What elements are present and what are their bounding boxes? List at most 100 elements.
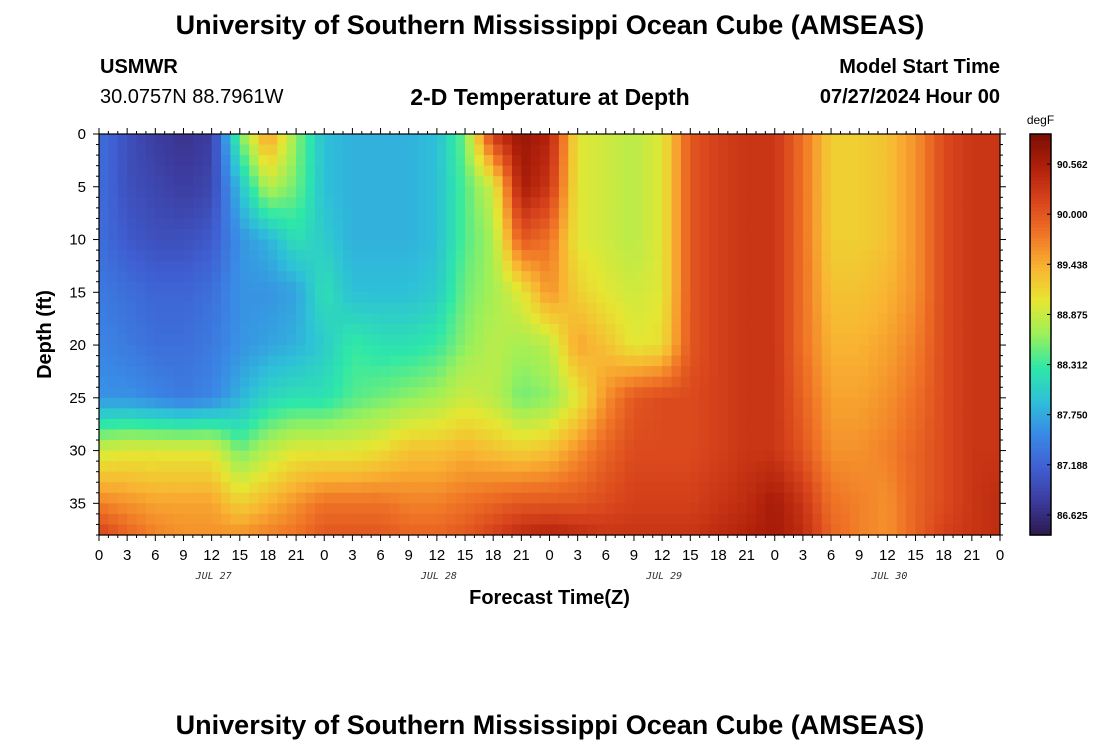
heatmap-cell (99, 260, 109, 272)
heatmap-cell (446, 323, 457, 336)
heatmap-cell (164, 228, 175, 241)
heatmap-cell (990, 134, 1001, 146)
heatmap-cell (408, 355, 419, 367)
heatmap-cell (465, 524, 476, 536)
heatmap-cell (296, 228, 307, 241)
heatmap-cell (962, 408, 973, 420)
heatmap-cell (971, 440, 982, 452)
heatmap-cell (896, 482, 907, 494)
heatmap-cell (389, 239, 400, 251)
heatmap-cell (352, 302, 363, 314)
heatmap-cell (305, 134, 316, 146)
heatmap-cell (727, 134, 738, 146)
heatmap-cell (821, 271, 832, 283)
heatmap-cell (230, 313, 241, 325)
heatmap-cell (174, 408, 185, 420)
colorbar-unit: degF (1027, 113, 1054, 127)
heatmap-cell (840, 366, 851, 378)
heatmap-cell (859, 197, 870, 209)
heatmap-cell (474, 218, 485, 230)
colorbar-band (1030, 387, 1051, 392)
heatmap-cell (633, 165, 644, 177)
heatmap-cell (446, 218, 457, 230)
heatmap-cell (924, 134, 935, 146)
heatmap-cell (915, 461, 926, 473)
heatmap-cell (924, 345, 935, 357)
heatmap-cell (296, 461, 307, 473)
heatmap-cell (239, 408, 250, 420)
heatmap-cell (511, 376, 522, 388)
heatmap-cell (718, 323, 729, 336)
heatmap-cell (493, 440, 504, 452)
heatmap-cell (784, 239, 795, 251)
heatmap-cell (812, 207, 823, 220)
heatmap-cell (436, 323, 447, 336)
heatmap-cell (427, 134, 438, 146)
heatmap-cell (652, 355, 663, 367)
heatmap-cell (277, 345, 288, 357)
heatmap-cell (99, 345, 109, 357)
heatmap-cell (427, 228, 438, 241)
x-tick-label: 6 (827, 547, 835, 564)
heatmap-cell (267, 513, 278, 526)
heatmap-cell (662, 144, 673, 156)
heatmap-cell (906, 218, 917, 230)
heatmap-cell (643, 440, 654, 452)
heatmap-cell (821, 482, 832, 494)
heatmap-cell (371, 323, 382, 336)
heatmap-cell (145, 155, 156, 167)
heatmap-cell (521, 492, 532, 504)
heatmap-cell (831, 155, 842, 167)
heatmap-cell (371, 334, 382, 346)
heatmap-cell (343, 387, 354, 399)
colorbar-band (1030, 418, 1051, 422)
heatmap-cell (399, 176, 410, 188)
heatmap-cell (239, 418, 250, 431)
heatmap-cell (953, 334, 964, 346)
heatmap-cell (399, 429, 410, 441)
heatmap-cell (352, 218, 363, 230)
heatmap-cell (361, 134, 372, 146)
colorbar-band (1030, 254, 1051, 259)
heatmap-cell (174, 197, 185, 209)
x-tick-label: 0 (320, 547, 328, 564)
heatmap-cell (755, 176, 766, 188)
heatmap-cell (155, 461, 166, 473)
heatmap-cell (465, 429, 476, 441)
heatmap-cell (305, 355, 316, 367)
heatmap-cell (202, 323, 213, 336)
heatmap-cell (455, 207, 466, 220)
heatmap-cell (633, 524, 644, 536)
heatmap-cell (605, 207, 616, 220)
heatmap-cell (455, 260, 466, 272)
heatmap-cell (127, 503, 138, 515)
heatmap-cell (915, 292, 926, 304)
y-tick-label: 20 (69, 337, 86, 354)
heatmap-cell (474, 366, 485, 378)
heatmap-cell (859, 471, 870, 483)
heatmap-cell (587, 271, 598, 283)
heatmap-cell (361, 250, 372, 262)
heatmap-cell (699, 345, 710, 357)
heatmap-cell (680, 260, 691, 272)
heatmap-cell (474, 260, 485, 272)
heatmap-cell (577, 366, 588, 378)
colorbar-band (1030, 144, 1051, 148)
x-tick-label: 0 (95, 547, 103, 564)
heatmap-cell (662, 218, 673, 230)
heatmap-cell (755, 250, 766, 262)
heatmap-cell (164, 482, 175, 494)
heatmap-cell (540, 334, 551, 346)
heatmap-cell (183, 429, 194, 441)
heatmap-cell (155, 440, 166, 452)
heatmap-cell (624, 228, 635, 241)
heatmap-cell (662, 366, 673, 378)
heatmap-cell (793, 366, 804, 378)
heatmap-cell (953, 408, 964, 420)
heatmap-cell (127, 313, 138, 325)
heatmap-cell (662, 313, 673, 325)
heatmap-cell (840, 355, 851, 367)
heatmap-cell (953, 482, 964, 494)
heatmap-cell (483, 334, 494, 346)
heatmap-cell (286, 429, 297, 441)
